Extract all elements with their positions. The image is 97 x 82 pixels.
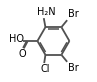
- Text: Br: Br: [68, 9, 78, 19]
- Text: HO: HO: [9, 34, 24, 44]
- Text: O: O: [19, 49, 26, 59]
- Text: Br: Br: [68, 63, 78, 73]
- Text: H₂N: H₂N: [37, 7, 55, 17]
- Text: Cl: Cl: [40, 64, 50, 74]
